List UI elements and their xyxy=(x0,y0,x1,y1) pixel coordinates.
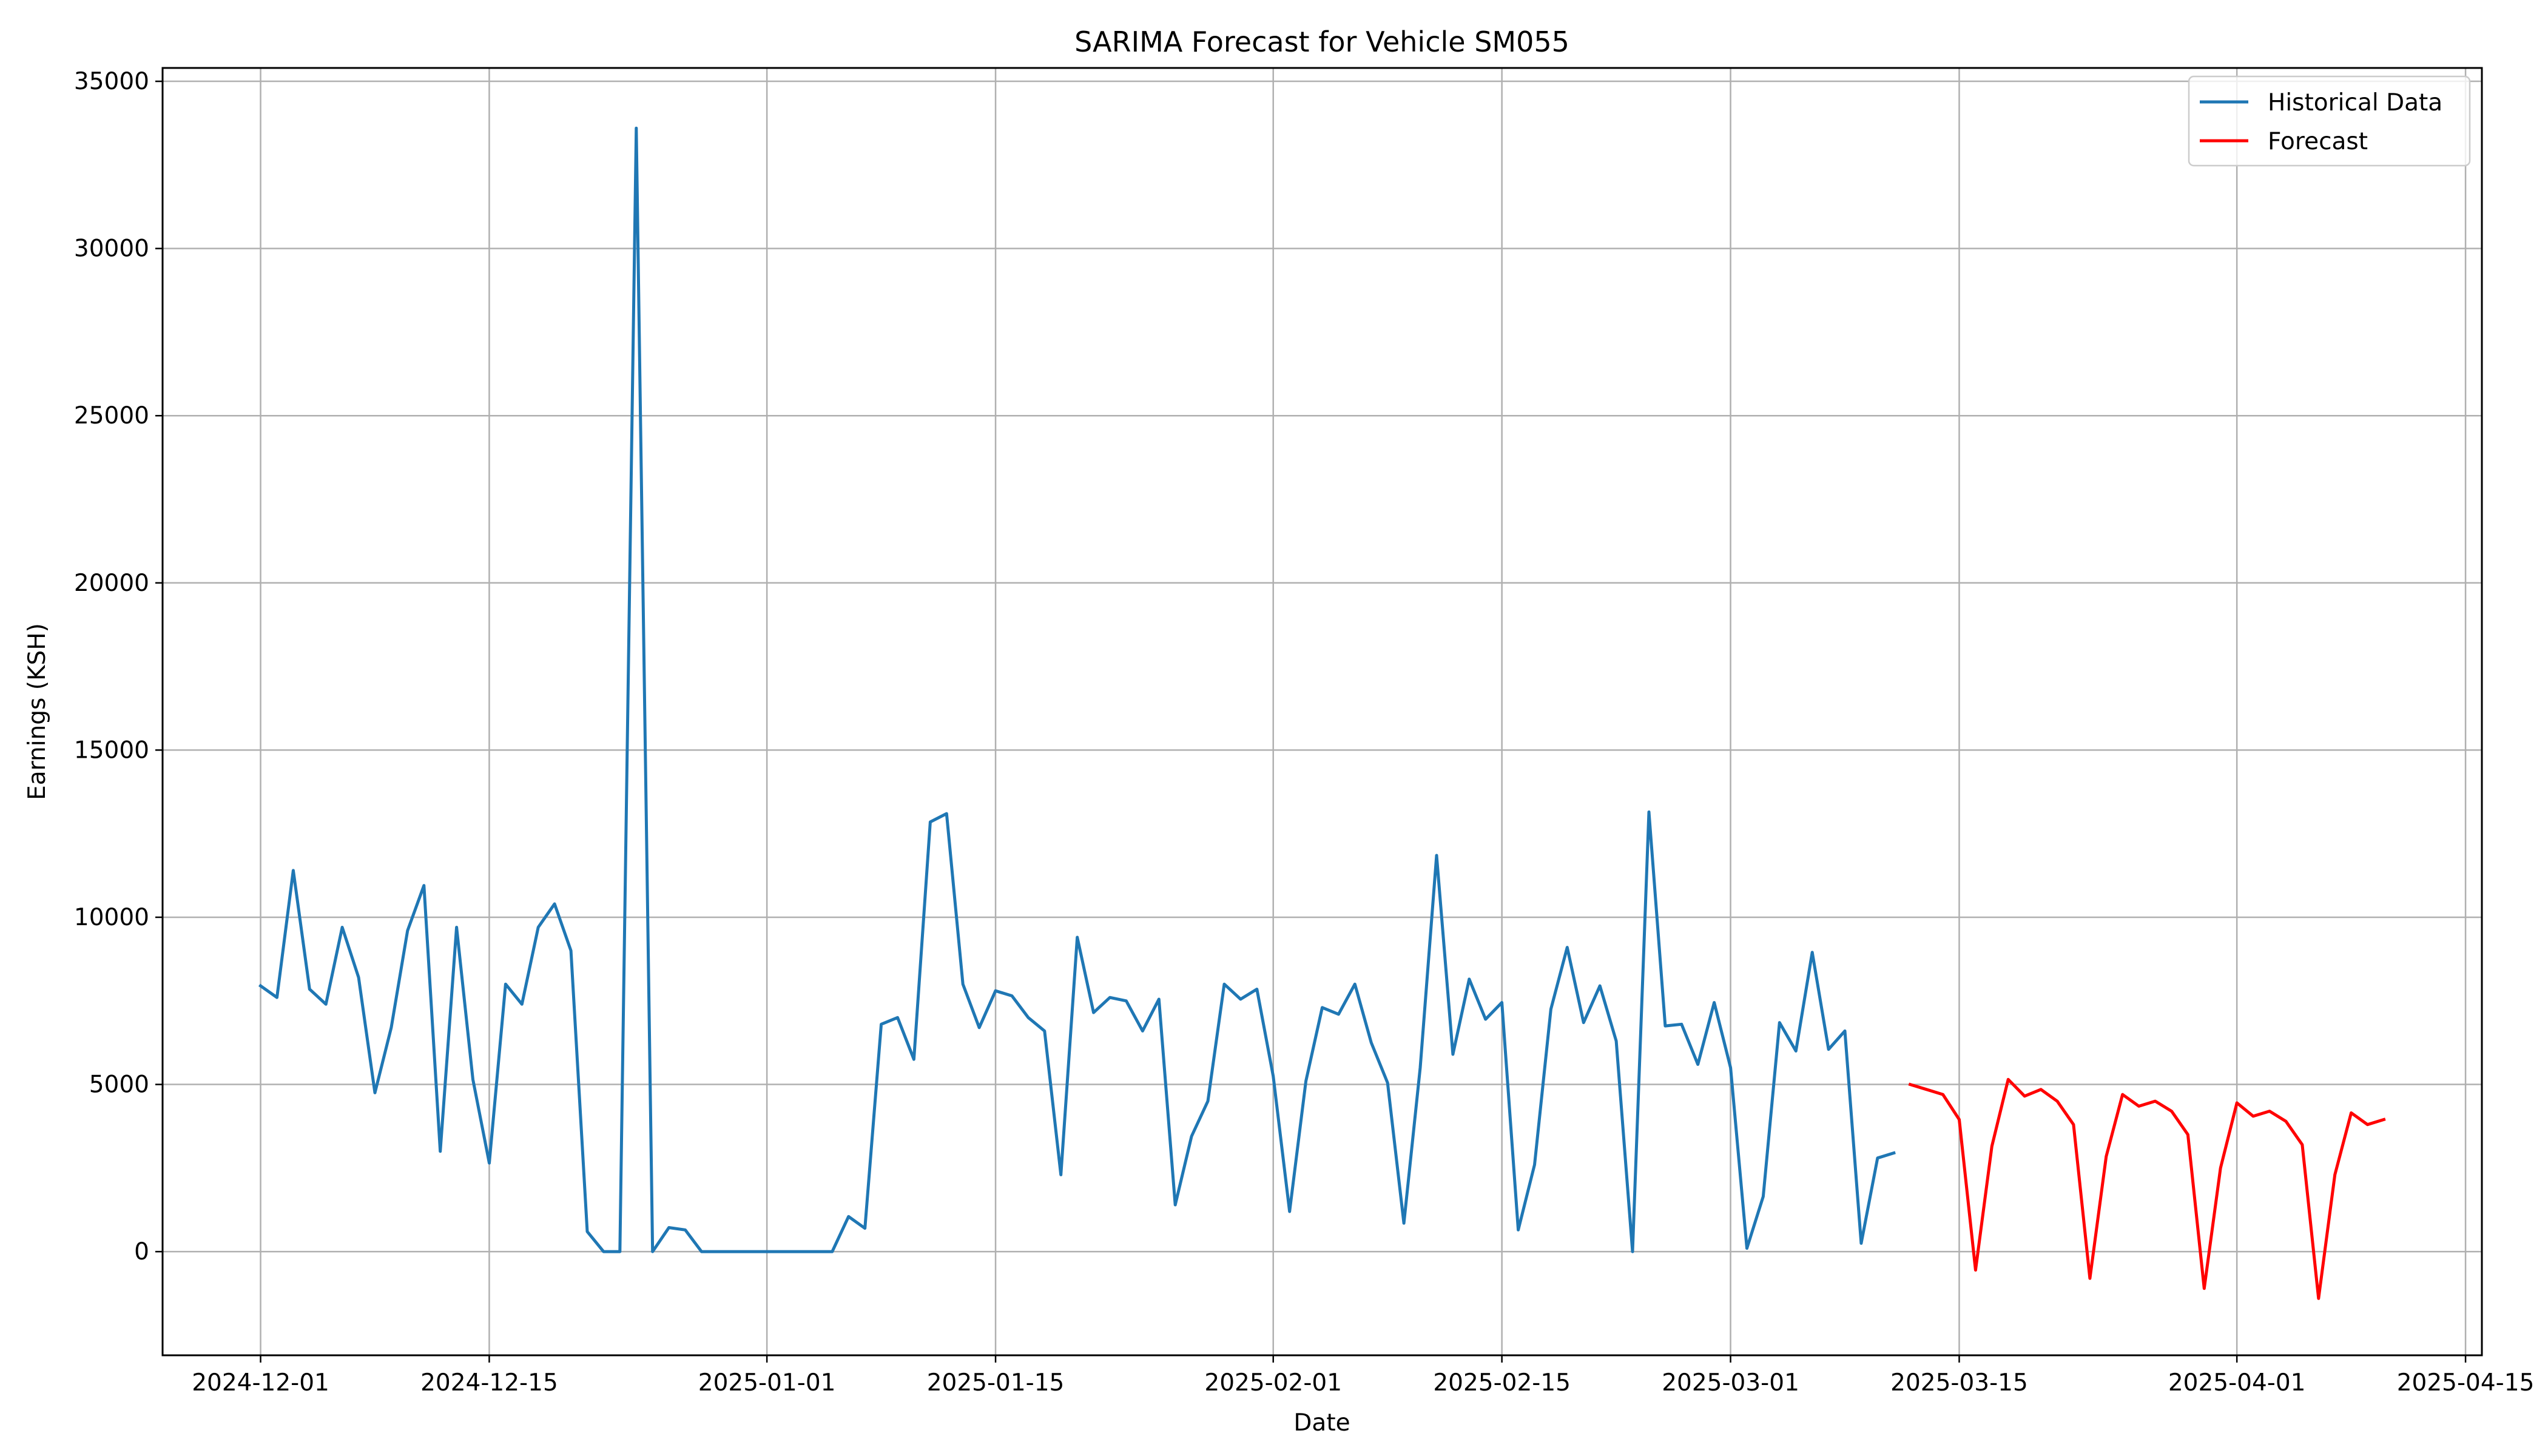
y-tick-label: 35000 xyxy=(74,68,149,95)
x-tick-label: 2025-01-01 xyxy=(698,1369,836,1397)
y-tick-label: 15000 xyxy=(74,736,149,764)
grid-lines xyxy=(163,68,2482,1355)
legend-label: Historical Data xyxy=(2268,89,2442,116)
legend: Historical Data Forecast xyxy=(2188,75,2471,167)
x-tick-label: 2025-01-15 xyxy=(927,1369,1065,1397)
x-tick-label: 2025-02-01 xyxy=(1204,1369,1342,1397)
y-tick-label: 20000 xyxy=(74,570,149,597)
legend-label: Forecast xyxy=(2268,128,2368,155)
y-tick-label: 0 xyxy=(134,1238,149,1266)
x-tick-label: 2025-03-15 xyxy=(1890,1369,2028,1397)
x-tick-label: 2025-02-15 xyxy=(1433,1369,1571,1397)
series-layer xyxy=(258,126,2386,1300)
legend-box xyxy=(2188,75,2471,167)
series-line-forecast xyxy=(1908,1077,2386,1300)
y-tick-label: 25000 xyxy=(74,402,149,430)
series-line-historical-data xyxy=(258,126,1896,1253)
x-tick-label: 2024-12-15 xyxy=(420,1369,558,1397)
x-tick-label: 2025-04-15 xyxy=(2397,1369,2535,1397)
plot-frame xyxy=(161,67,2483,1357)
y-axis-label: Earnings (KSH) xyxy=(24,623,51,800)
y-tick-label: 10000 xyxy=(74,904,149,931)
x-tick-label: 2025-04-01 xyxy=(2168,1369,2306,1397)
x-tick-label: 2025-03-01 xyxy=(1662,1369,1799,1397)
x-axis-label: Date xyxy=(1293,1409,1350,1437)
y-tick-label: 30000 xyxy=(74,235,149,263)
tick-layer: 0 5000 10000 15000 20000 25000 30000 35000 2024-… xyxy=(74,68,2534,1397)
chart-title: SARIMA Forecast for Vehicle SM055 xyxy=(1074,25,1569,58)
y-tick-label: 5000 xyxy=(89,1071,149,1099)
plot-background xyxy=(163,68,2482,1355)
x-tick-label: 2024-12-01 xyxy=(192,1369,329,1397)
